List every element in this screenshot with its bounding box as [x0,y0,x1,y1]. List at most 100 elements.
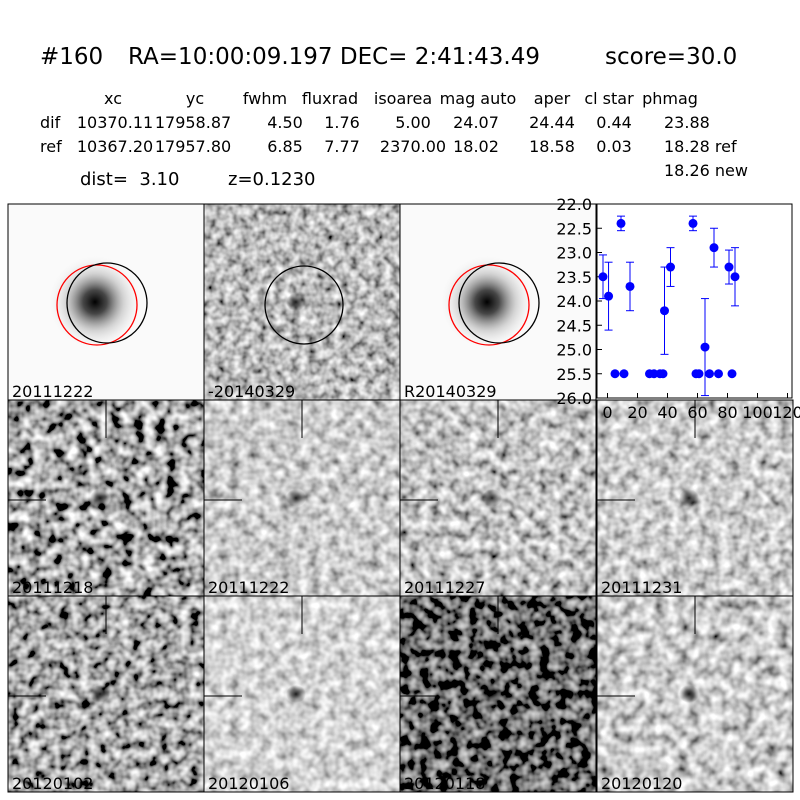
image-panel: -20140329 [203,203,401,401]
residual [286,489,306,507]
table-cell: 17958.87 [155,113,231,132]
x-tick-label: 100 [742,403,773,422]
data-point [688,218,698,228]
panel-label: 20111231 [601,578,682,597]
data-point [604,291,614,301]
panel-label: -20140329 [208,382,295,401]
coordinates: RA=10:00:09.197 DEC= 2:41:43.49 [128,44,540,70]
x-tick-label: 40 [657,403,677,422]
panel-label: 20111227 [404,578,485,597]
residual [482,489,502,507]
residual [90,489,110,507]
column-header: mag auto [440,89,517,108]
x-tick-label: 80 [717,403,737,422]
table-cell: 1.76 [324,113,360,132]
data-point [694,369,704,379]
table-cell: 10367.20 [77,137,153,156]
ref-aperture [56,264,138,346]
panel-label: 20120102 [12,774,93,793]
data-point [598,272,608,282]
residual [90,685,110,703]
image-panel: 20120118 [399,595,597,793]
source-image [439,254,535,350]
data-point [727,369,737,379]
score: score=30.0 [605,44,737,70]
image-panel: 20111222 [203,399,401,597]
image-panel: 20111227 [399,399,597,597]
data-point [714,369,723,379]
data-point [709,243,719,253]
data-point [660,306,669,316]
column-header: yc [186,89,204,108]
table-cell: 23.88 [664,113,710,132]
column-header: aper [534,89,571,108]
y-tick-label: 22.0 [556,195,592,214]
data-point [658,369,668,379]
column-header: xc [104,89,122,108]
table-cell: 4.50 [267,113,303,132]
image-panel: 20120106 [203,595,401,793]
y-tick-label: 24.0 [556,292,592,311]
data-point [700,342,710,352]
table-note: 18.26 new [664,161,748,180]
data-point [625,281,635,291]
panel-label: 20111222 [208,578,289,597]
y-tick-label: 23.5 [556,268,592,287]
image-panel: 20111231 [596,399,794,597]
row-label: ref [40,137,62,156]
redshift: z=0.1230 [228,169,316,190]
table-cell: 7.77 [324,137,360,156]
table-cell: 2370.00 [380,137,446,156]
dif-aperture [458,262,540,344]
table-cell: 10370.11 [77,113,153,132]
x-tick-label: 20 [627,403,647,422]
y-tick-label: 24.5 [556,316,592,335]
panel-label: 20120120 [601,774,682,793]
image-panel: 20120120 [596,595,794,793]
panel-frame [399,595,597,793]
plot-area [597,204,792,398]
table-cell: 24.07 [453,113,499,132]
dif-aperture [66,262,148,344]
panel-frame [596,595,794,793]
image-panel: 20120102 [7,595,205,793]
residual [482,685,502,703]
y-tick-label: 22.5 [556,219,592,238]
table-cell: 18.02 [453,137,499,156]
image-panel: 20111222 [7,203,205,401]
x-tick-label: 60 [687,403,707,422]
column-header: fwhm [243,89,287,108]
table-cell: 0.44 [596,113,632,132]
residual [679,489,699,507]
column-header: cl star [584,89,634,108]
source-image [47,254,143,350]
data-point [724,262,734,272]
distance: dist= 3.10 [80,169,179,190]
table-cell: 0.03 [596,137,632,156]
y-tick-label: 23.0 [556,244,592,263]
table-cell: 17957.80 [155,137,231,156]
table-cell: 6.85 [267,137,303,156]
aperture [264,265,344,345]
column-header: fluxrad [302,89,358,108]
panel-label: 20111222 [12,382,93,401]
table-cell: 18.58 [529,137,575,156]
image-panel: R20140329 [399,203,597,401]
data-point [619,369,629,379]
column-header: phmag [642,89,698,108]
residual [679,685,699,703]
data-point [610,369,620,379]
data-point [730,272,740,282]
data-point [705,369,714,379]
residual [286,685,306,703]
plot-frame [596,203,793,399]
image-panel: 20111218 [7,399,205,597]
panel-label: 20111218 [12,578,93,597]
table-cell: 18.28 ref [664,137,737,156]
y-tick-label: 26.0 [556,389,592,408]
ref-aperture [448,264,530,346]
column-header: isoarea [374,89,432,108]
residual [286,293,306,311]
x-tick-label: 120 [772,403,800,422]
